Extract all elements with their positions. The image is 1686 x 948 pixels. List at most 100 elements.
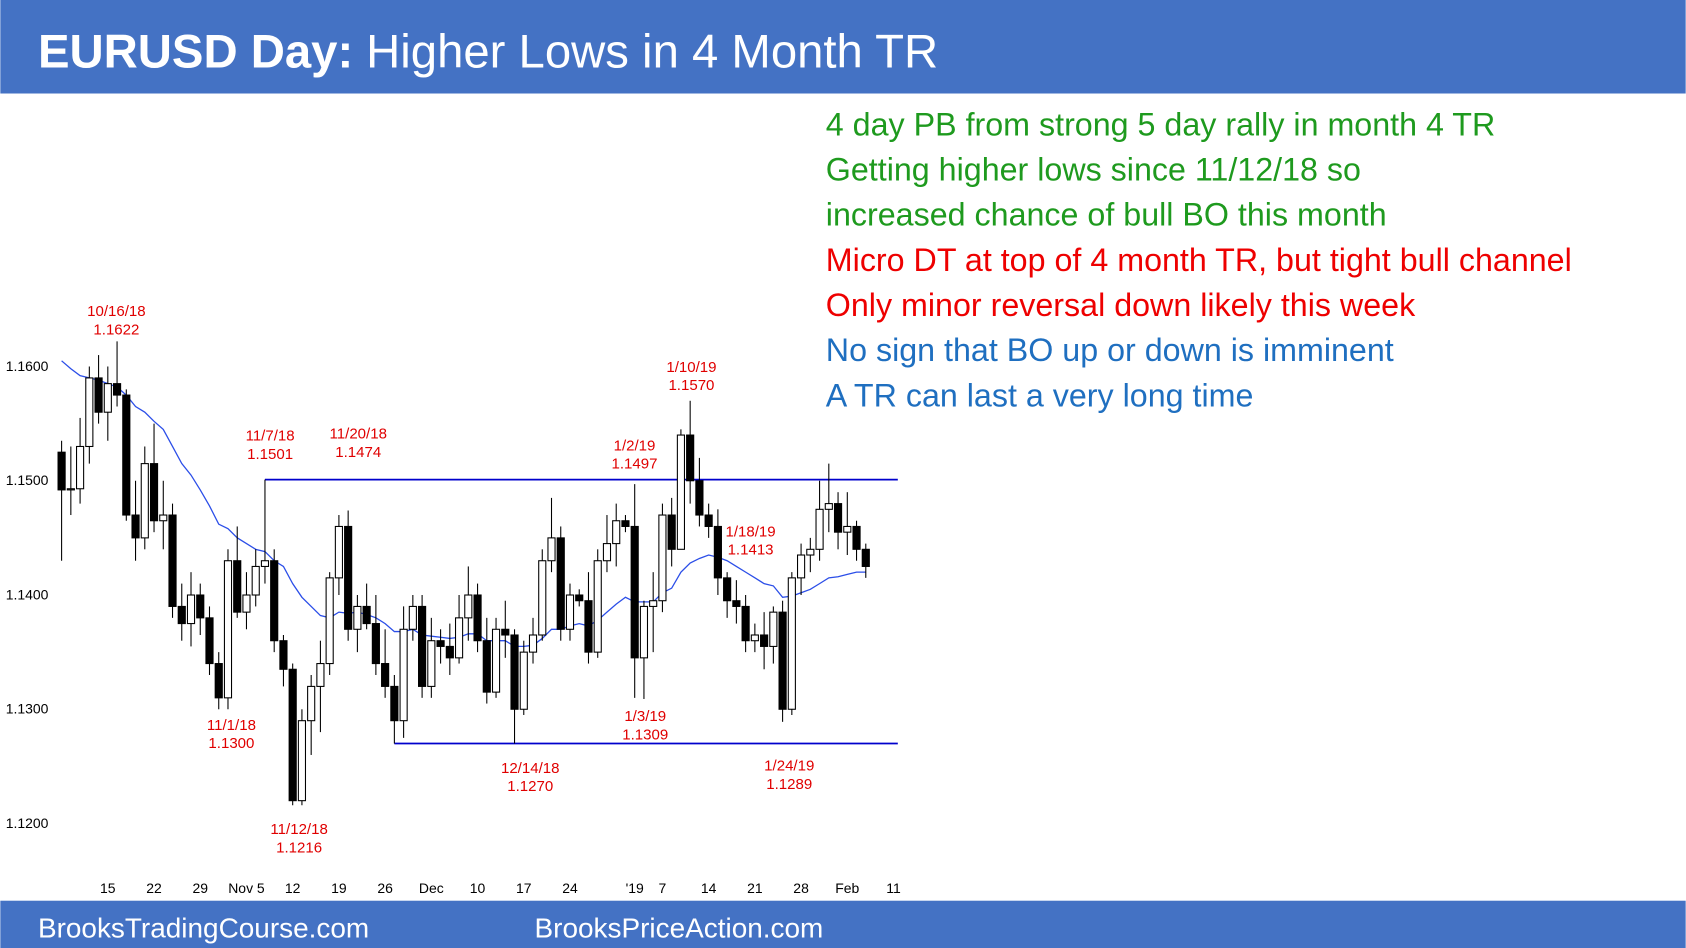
candle-body: [796, 554, 806, 579]
annotation-date: 1/10/19: [666, 359, 716, 376]
note-line: No sign that BO up or down is imminent: [826, 332, 1394, 368]
y-tick-label: 1.1200: [6, 815, 49, 831]
candle-body: [177, 605, 186, 625]
note-line: Micro DT at top of 4 month TR, but tight…: [826, 242, 1572, 278]
candle-body: [140, 463, 149, 539]
candle-body: [741, 605, 750, 642]
annotation-date: 10/16/18: [87, 303, 146, 320]
candle-body: [769, 611, 778, 647]
candle-body: [621, 520, 630, 527]
candle-body: [233, 560, 242, 613]
note-line: increased chance of bull BO this month: [826, 197, 1387, 233]
candle-body: [418, 605, 427, 687]
candle-body: [270, 560, 279, 642]
candle-body: [806, 548, 815, 556]
annotation-date: 1/2/19: [614, 437, 656, 454]
candle-body: [381, 663, 390, 687]
candle-body: [824, 503, 833, 510]
candle-body: [159, 514, 168, 522]
candle-body: [575, 594, 584, 602]
note-line: A TR can last a very long time: [826, 377, 1254, 413]
candle-body: [519, 651, 528, 710]
candle-body: [778, 611, 787, 710]
candle-body: [686, 434, 695, 482]
candle-body: [362, 605, 371, 625]
candle-body: [852, 525, 861, 550]
candle-body: [473, 594, 482, 642]
candle-body: [445, 645, 454, 659]
x-tick-label: 26: [377, 880, 393, 896]
candle-body: [750, 634, 759, 642]
annotation-date: 11/20/18: [330, 426, 387, 443]
candle-body: [390, 685, 399, 722]
candle-body: [667, 514, 676, 550]
x-tick-label: 24: [562, 880, 578, 896]
x-tick-label: 14: [701, 880, 717, 896]
candle-body: [57, 451, 66, 491]
candle-body: [833, 503, 843, 533]
candle-body: [538, 560, 547, 636]
annotation-date: 11/7/18: [246, 428, 295, 445]
x-tick-label: 29: [192, 880, 208, 896]
candle-body: [66, 488, 75, 491]
candle-body: [76, 445, 85, 490]
x-tick-label: Feb: [835, 880, 859, 896]
candle-body: [307, 685, 316, 722]
annotation-price: 1.1270: [507, 778, 553, 795]
y-tick-label: 1.1400: [6, 586, 49, 602]
footer-bar: [0, 900, 1686, 948]
candle-body: [122, 394, 131, 516]
annotation-price: 1.1570: [668, 377, 714, 394]
candle-body: [436, 640, 445, 647]
candle-body: [103, 383, 112, 413]
candle-body: [168, 514, 177, 607]
annotation-date: 11/1/18: [207, 717, 256, 734]
candle-body: [464, 594, 473, 619]
candle-body: [723, 577, 732, 602]
x-tick-label: 28: [793, 880, 809, 896]
candle-body: [593, 560, 602, 653]
candle-body: [704, 514, 713, 527]
candle-body: [205, 617, 214, 665]
candle-body: [279, 640, 288, 670]
annotation-date: 11/12/18: [270, 821, 327, 838]
candle-body: [584, 600, 593, 653]
annotation-price: 1.1289: [766, 776, 812, 793]
candle-body: [630, 525, 639, 659]
footer-right: BrooksPriceAction.com: [535, 912, 824, 943]
note-line: 4 day PB from strong 5 day rally in mont…: [826, 106, 1495, 142]
y-tick-label: 1.1600: [6, 358, 49, 374]
candle-body: [186, 594, 196, 625]
candle-body: [649, 600, 658, 607]
x-tick-label: 7: [659, 880, 667, 896]
annotation-price: 1.1497: [611, 456, 657, 473]
candle-body: [639, 605, 649, 659]
candle-body: [695, 480, 704, 516]
annotation-price: 1.1501: [247, 446, 293, 463]
candle-body: [612, 520, 621, 545]
plot: 1.1200 1.1300 1.1400 1.1500 1.1600 15 22 29 Nov …: [6, 303, 901, 896]
x-tick-label: '19: [626, 880, 644, 896]
candle-body: [501, 628, 510, 636]
candle-body: [334, 525, 343, 579]
annotation-price: 1.1413: [728, 542, 774, 559]
candle-body: [676, 434, 686, 550]
candle-body: [214, 663, 223, 699]
annotation-date: 12/14/18: [501, 760, 560, 777]
x-tick-label: 11: [886, 880, 901, 896]
y-tick-label: 1.1500: [6, 472, 49, 488]
candle-body: [242, 594, 251, 613]
y-tick-label: 1.1300: [6, 701, 49, 717]
x-tick-label: Dec: [419, 880, 444, 896]
candle-body: [713, 525, 722, 579]
x-tick-label: 17: [516, 880, 532, 896]
annotation-date: 1/24/19: [764, 758, 814, 775]
candle-body: [260, 560, 270, 567]
candle-body: [344, 525, 353, 630]
candle-body: [760, 634, 769, 647]
annotation-date: 1/18/19: [725, 523, 775, 540]
candle-body: [565, 594, 575, 630]
candle-body: [399, 628, 408, 722]
candle-body: [131, 514, 140, 539]
